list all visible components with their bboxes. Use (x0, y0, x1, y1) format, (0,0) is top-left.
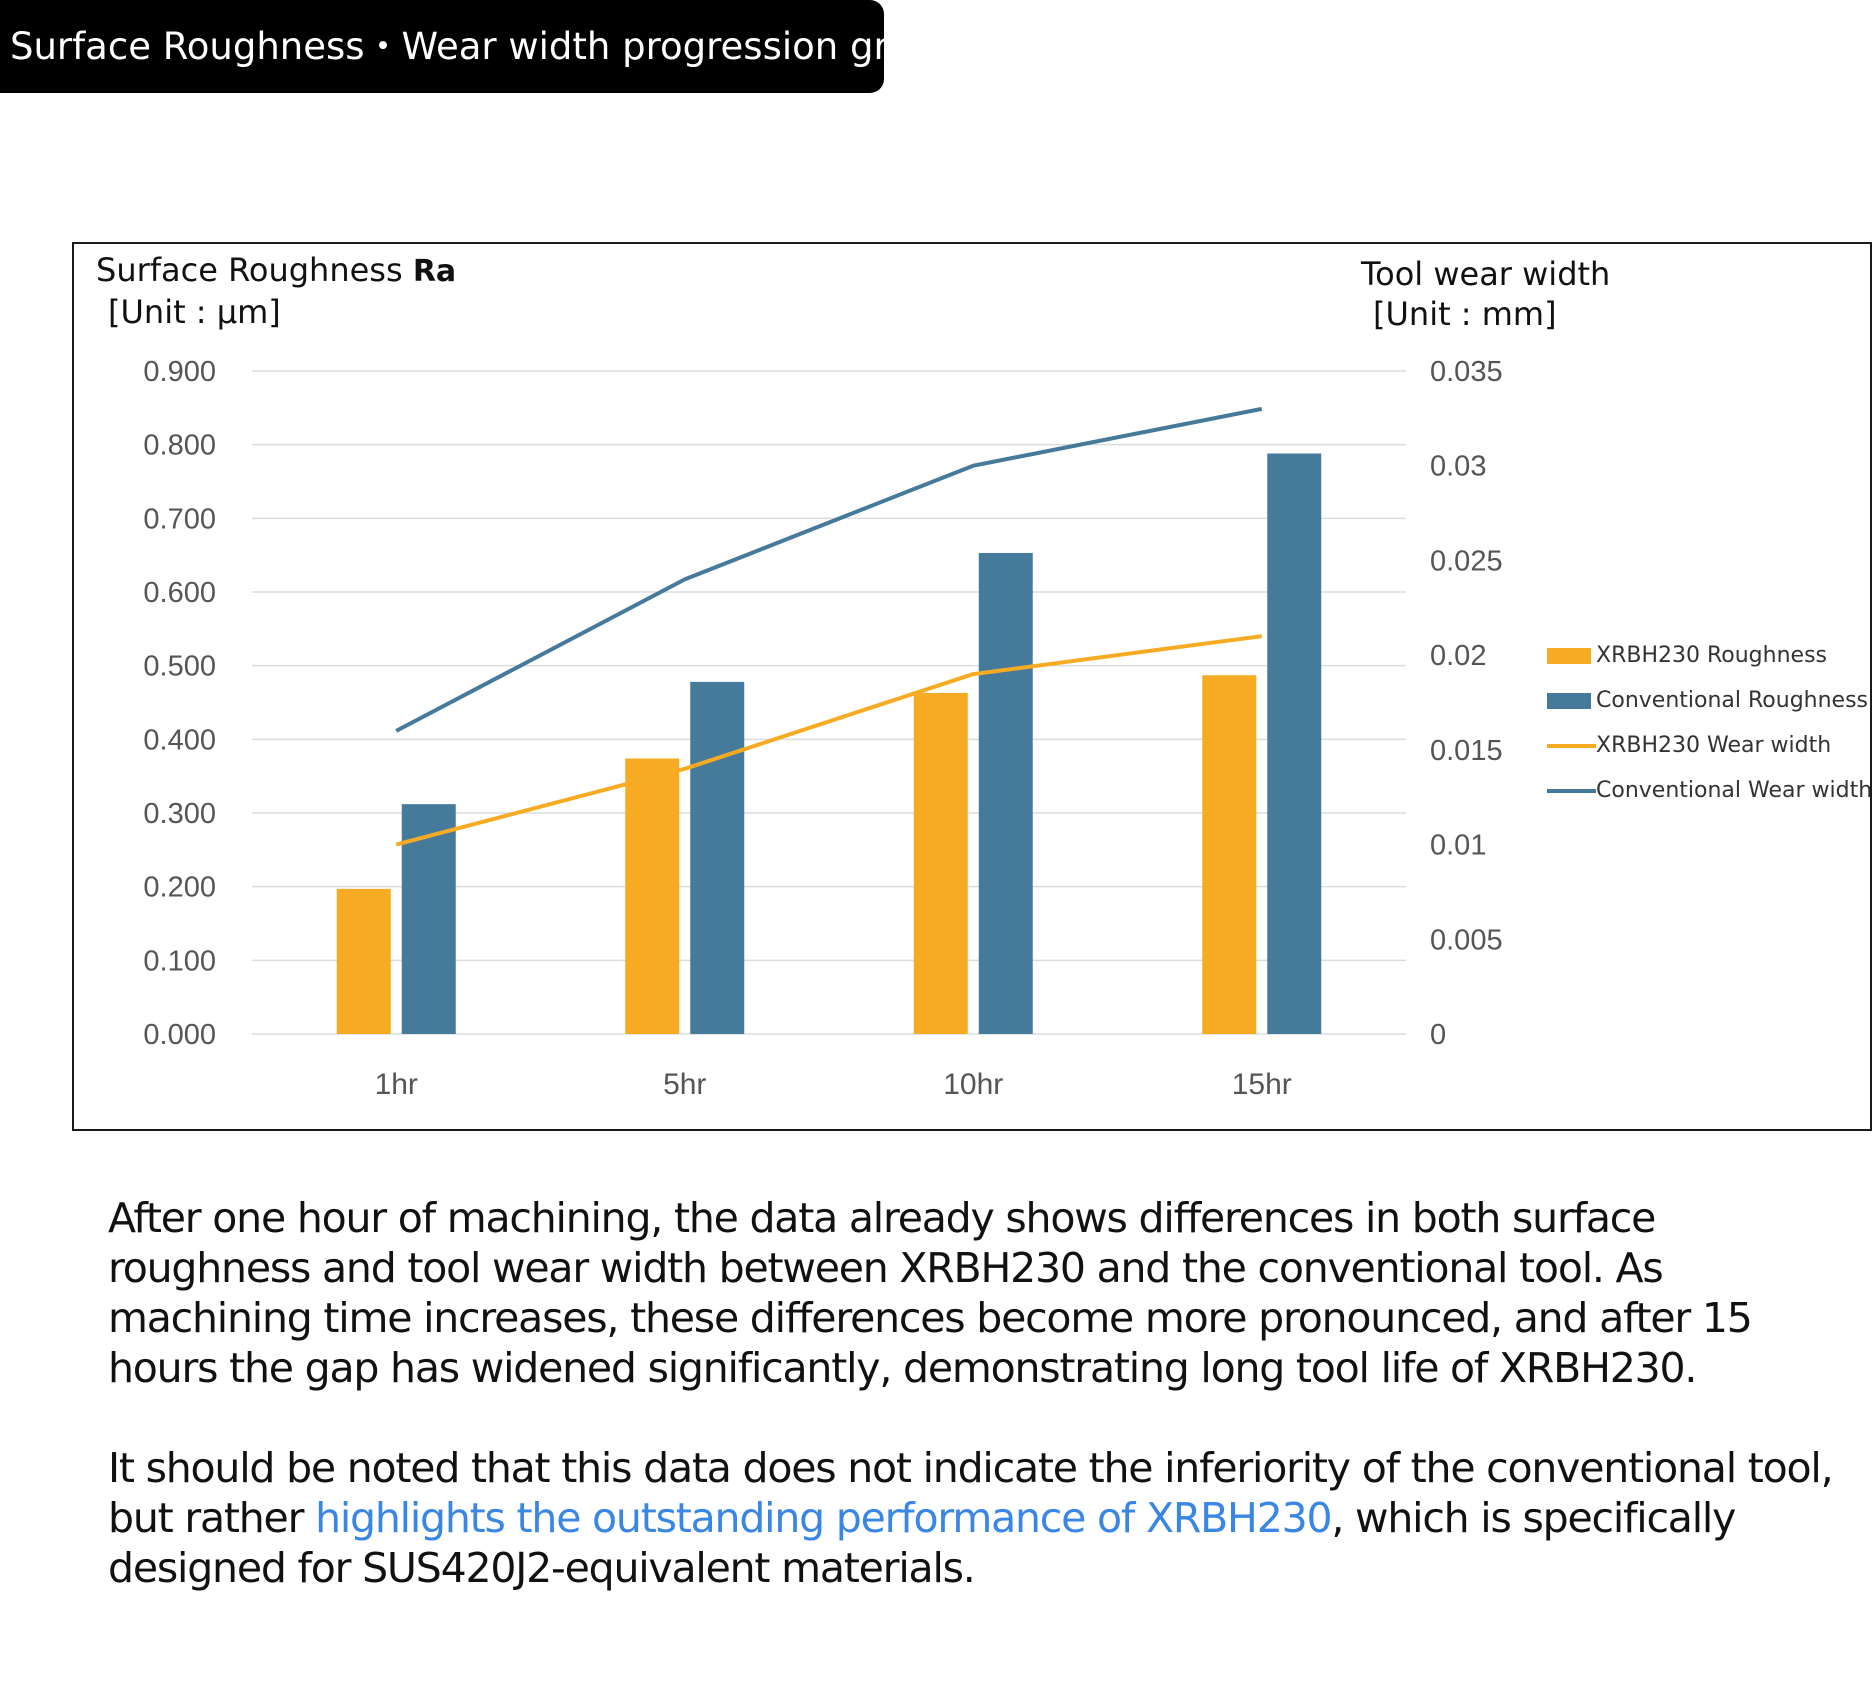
bar-xrbh230-roughness-1hr (336, 888, 391, 1034)
x-tick-label: 15hr (1232, 1068, 1292, 1101)
x-tick-label: 5hr (663, 1068, 706, 1101)
left-axis-title: Surface Roughness Ra [Unit : μm] (96, 250, 456, 332)
legend-label: Conventional Roughness (1596, 688, 1869, 713)
x-tick-label: 10hr (943, 1068, 1003, 1101)
right-axis-title: Tool wear width [Unit : mm] (1361, 254, 1610, 334)
x-tick-label: 1hr (375, 1068, 418, 1101)
left-axis-unit: [Unit : μm] (108, 293, 281, 331)
legend-swatch-xrbh230-roughness (1547, 648, 1591, 664)
para2-text-before: It should be noted that this data does n… (108, 1444, 1834, 1542)
legend-label: XRBH230 Roughness (1596, 643, 1827, 668)
line-xrbh230-wear-width (395, 634, 1263, 847)
bar-conventional-roughness-5hr (690, 681, 745, 1034)
left-axis-title-suffix: Ra (412, 254, 457, 289)
bar-xrbh230-roughness-15hr (1202, 675, 1257, 1034)
left-tick-label: 0.200 (143, 872, 216, 904)
description-paragraph-2: It should be noted that this data does n… (108, 1443, 1848, 1593)
bar-conventional-roughness-15hr (1267, 453, 1322, 1034)
left-tick-label: 0.100 (143, 945, 216, 977)
legend-label: XRBH230 Wear width (1596, 733, 1832, 758)
legend-item-xrbh230-roughness: XRBH230 Roughness (1547, 641, 1870, 686)
line-conventional-wear-width (395, 406, 1263, 733)
left-tick-label: 0.300 (143, 798, 216, 830)
bar-xrbh230-roughness-10hr (913, 692, 968, 1034)
left-tick-label: 0.500 (143, 651, 216, 683)
left-tick-label: 0.600 (143, 577, 216, 609)
bar-conventional-roughness-1hr (401, 804, 456, 1034)
legend-item-conventional-roughness: Conventional Roughness (1547, 686, 1870, 731)
para2-text-after: , which is specifically designed for SUS… (108, 1494, 1736, 1592)
right-tick-label: 0.005 (1430, 924, 1503, 956)
right-tick-label: 0.01 (1430, 830, 1486, 862)
left-tick-label: 0.000 (143, 1019, 216, 1051)
right-axis-unit: [Unit : mm] (1373, 295, 1557, 333)
left-axis-title-text: Surface Roughness (96, 251, 403, 289)
right-tick-label: 0.035 (1430, 356, 1503, 388)
right-tick-label: 0.02 (1430, 640, 1486, 672)
chart-plot: 0.000 0.100 0.200 0.300 0.400 0.500 0.600 0.700… (143, 356, 1503, 1101)
right-tick-label: 0.03 (1430, 451, 1486, 483)
legend-line-xrbh230-wear (1547, 744, 1596, 748)
legend-item-conventional-wear: Conventional Wear width (1547, 776, 1872, 821)
description-paragraph-1: After one hour of machining, the data al… (108, 1194, 1753, 1392)
legend-item-xrbh230-wear: XRBH230 Wear width (1547, 731, 1870, 776)
legend-swatch-conventional-roughness (1547, 693, 1591, 709)
chart-legend: XRBH230 Roughness Conventional Roughness… (1547, 641, 1872, 821)
chart-container: 0.000 0.100 0.200 0.300 0.400 0.500 0.600 0.700… (72, 242, 1872, 1131)
page-title: Surface Roughness・Wear width progression… (0, 0, 958, 93)
legend-line-conventional-wear (1547, 789, 1596, 793)
right-tick-label: 0 (1430, 1019, 1446, 1051)
left-tick-label: 0.800 (143, 430, 216, 462)
right-tick-label: 0.015 (1430, 735, 1503, 767)
right-axis-title-text: Tool wear width (1361, 255, 1611, 293)
bar-conventional-roughness-10hr (978, 552, 1033, 1034)
left-tick-label: 0.400 (143, 724, 216, 756)
bar-xrbh230-roughness-5hr (625, 758, 680, 1034)
legend-label: Conventional Wear width (1596, 778, 1872, 803)
right-tick-label: 0.025 (1430, 545, 1503, 577)
left-tick-label: 0.900 (143, 356, 216, 388)
para2-highlight: highlights the outstanding performance o… (315, 1494, 1332, 1542)
left-tick-label: 0.700 (143, 503, 216, 535)
